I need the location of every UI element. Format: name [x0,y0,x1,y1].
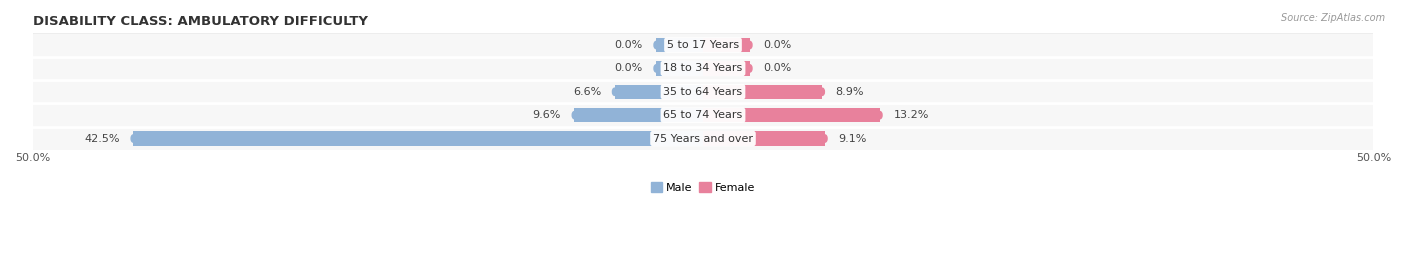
Bar [703,131,825,146]
Bar [32,104,1374,126]
Circle shape [654,41,658,49]
Text: 0.0%: 0.0% [763,40,792,50]
Bar [32,127,1374,150]
Bar [32,128,1374,149]
Circle shape [820,88,824,95]
Bar [657,38,703,52]
Text: 9.6%: 9.6% [533,110,561,120]
Legend: Male, Female: Male, Female [647,178,759,197]
Circle shape [823,135,827,142]
Text: 0.0%: 0.0% [614,63,643,73]
Text: DISABILITY CLASS: AMBULATORY DIFFICULTY: DISABILITY CLASS: AMBULATORY DIFFICULTY [32,15,367,28]
Bar [574,108,703,122]
Circle shape [748,65,752,72]
Text: Source: ZipAtlas.com: Source: ZipAtlas.com [1281,13,1385,23]
Circle shape [877,112,882,119]
Bar [657,61,703,76]
Circle shape [613,88,617,95]
Bar [32,58,1374,79]
Bar [703,108,880,122]
Bar [614,84,703,99]
Text: 0.0%: 0.0% [614,40,643,50]
Bar [703,61,749,76]
Text: 8.9%: 8.9% [835,87,865,97]
Bar [134,131,703,146]
Bar [703,84,823,99]
Circle shape [748,41,752,49]
Bar [32,80,1374,104]
Circle shape [131,135,135,142]
Text: 75 Years and over: 75 Years and over [652,133,754,144]
Text: 6.6%: 6.6% [572,87,602,97]
Bar [32,34,1374,56]
Bar [703,38,749,52]
Text: 9.1%: 9.1% [838,133,866,144]
Text: 35 to 64 Years: 35 to 64 Years [664,87,742,97]
Text: 0.0%: 0.0% [763,63,792,73]
Text: 42.5%: 42.5% [84,133,120,144]
Text: 18 to 34 Years: 18 to 34 Years [664,63,742,73]
Text: 13.2%: 13.2% [893,110,929,120]
Bar [32,104,1374,127]
Circle shape [572,112,576,119]
Bar [32,57,1374,80]
Circle shape [654,65,658,72]
Bar [32,81,1374,102]
Bar [32,33,1374,57]
Text: 65 to 74 Years: 65 to 74 Years [664,110,742,120]
Text: 5 to 17 Years: 5 to 17 Years [666,40,740,50]
